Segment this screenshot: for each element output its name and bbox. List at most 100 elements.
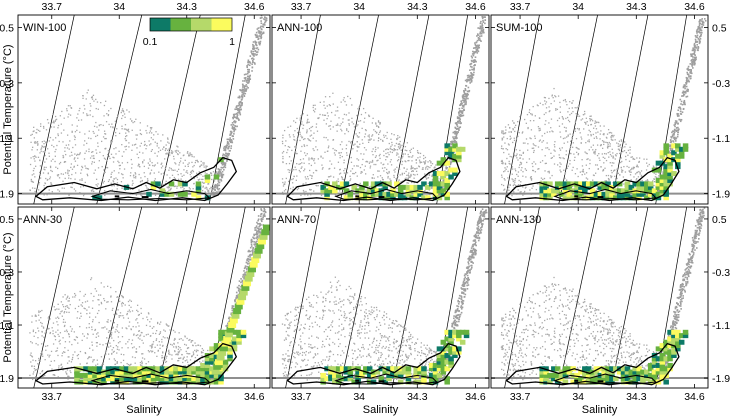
scatter-point (180, 173, 182, 175)
frequency-cell (593, 181, 600, 187)
scatter-point (687, 79, 690, 82)
scatter-point (184, 159, 186, 161)
scatter-point (108, 150, 111, 152)
scatter-point (177, 348, 180, 350)
scatter-point (74, 157, 76, 159)
scatter-point (479, 35, 481, 38)
scatter-point (40, 321, 42, 324)
scatter-point (365, 189, 367, 191)
scatter-point (605, 136, 608, 139)
scatter-point (670, 136, 672, 138)
scatter-point (223, 158, 226, 160)
frequency-cell (444, 150, 450, 156)
scatter-point (682, 86, 685, 89)
scatter-point (149, 172, 152, 174)
scatter-point (52, 330, 54, 332)
scatter-point (541, 149, 543, 151)
scatter-point (513, 122, 515, 124)
scatter-point (504, 132, 506, 135)
scatter-point (566, 167, 568, 169)
scatter-point (207, 183, 209, 185)
scatter-point (173, 158, 175, 160)
scatter-point (676, 129, 679, 131)
scatter-point (158, 147, 160, 149)
scatter-point (113, 313, 115, 316)
scatter-point (513, 155, 515, 157)
scatter-point (57, 134, 59, 137)
scatter-point (396, 160, 399, 162)
scatter-point (141, 339, 143, 342)
scatter-point (463, 108, 465, 111)
scatter-point (692, 48, 695, 50)
scatter-point (595, 136, 598, 138)
scatter-point (328, 168, 330, 170)
scatter-point (518, 131, 520, 134)
scatter-point (589, 115, 591, 117)
scatter-point (407, 156, 410, 158)
scatter-point (594, 153, 596, 155)
scatter-point (393, 150, 395, 152)
scatter-point (534, 137, 536, 140)
scatter-point (233, 116, 236, 118)
scatter-point (298, 163, 300, 165)
scatter-point (566, 104, 568, 106)
scatter-point (221, 170, 224, 173)
scatter-point (588, 129, 590, 132)
scatter-point (587, 134, 589, 136)
scatter-point (51, 191, 53, 193)
scatter-point (200, 352, 203, 354)
scatter-point (371, 122, 374, 124)
scatter-point (170, 150, 173, 152)
scatter-point (645, 180, 647, 182)
scatter-point (456, 121, 458, 124)
scatter-point (299, 139, 301, 142)
scatter-point (295, 147, 297, 149)
scatter-point (616, 152, 618, 155)
scatter-point (244, 80, 246, 82)
scatter-point (79, 107, 81, 110)
frequency-cell (593, 195, 600, 201)
scatter-point (161, 338, 163, 341)
frequency-cell (613, 195, 619, 201)
scatter-point (33, 365, 36, 368)
scatter-point (212, 194, 215, 196)
scatter-point (574, 128, 577, 130)
scatter-point (138, 346, 141, 348)
scatter-point (168, 353, 170, 355)
scatter-point (43, 146, 45, 148)
scatter-point (517, 159, 519, 161)
scatter-point (528, 109, 531, 111)
scatter-point (532, 105, 534, 108)
frequency-cell (640, 184, 646, 190)
scatter-point (613, 162, 615, 164)
scatter-point (508, 131, 510, 133)
scatter-point (509, 184, 511, 186)
scatter-point (265, 17, 267, 19)
scatter-point (655, 176, 658, 178)
panel-win-100: WIN-100 (17, 14, 271, 205)
scatter-point (313, 159, 315, 162)
scatter-point (601, 153, 603, 155)
scatter-point (652, 165, 655, 167)
scatter-point (61, 310, 63, 312)
scatter-point (647, 180, 649, 182)
scatter-point (405, 170, 407, 173)
scatter-point (224, 149, 227, 152)
scatter-point (58, 163, 61, 165)
scatter-point (172, 151, 174, 153)
scatter-point (610, 136, 612, 138)
scatter-point (589, 162, 591, 165)
frequency-cell (459, 146, 466, 152)
scatter-point (211, 186, 213, 189)
scatter-point (247, 59, 250, 62)
scatter-point (139, 334, 142, 336)
scatter-point (186, 347, 189, 350)
scatter-point (361, 163, 363, 166)
scatter-point (575, 151, 578, 154)
scatter-point (128, 131, 130, 133)
scatter-point (501, 183, 503, 186)
scatter-point (122, 296, 124, 299)
scatter-point (395, 154, 398, 156)
scatter-point (41, 325, 43, 327)
scatter-point (352, 139, 354, 141)
